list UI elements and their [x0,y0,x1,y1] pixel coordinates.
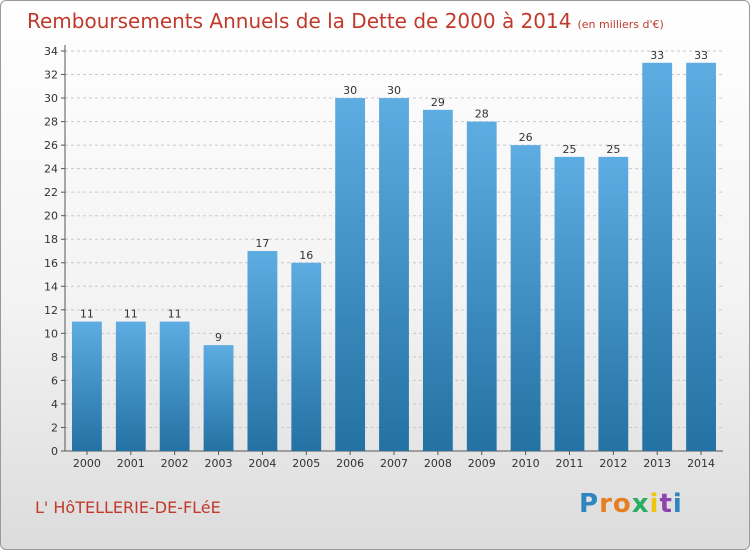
y-tick-label: 10 [44,327,58,340]
y-tick-label: 32 [44,69,58,82]
logo-letter: i [649,489,660,519]
bar [598,156,629,451]
y-tick-label: 6 [51,374,58,387]
data-label: 33 [694,49,708,62]
bar [72,321,102,451]
x-tick-label: 2010 [512,457,540,470]
x-tick-label: 2012 [599,457,627,470]
chart-title-text: Remboursements Annuels de la Dette de 20… [27,9,572,33]
y-tick-label: 2 [51,421,58,434]
bar [247,251,278,451]
chart-title-unit: (en milliers d'€) [577,18,664,31]
data-label: 30 [387,84,401,97]
data-label: 25 [562,143,576,156]
chart-title: Remboursements Annuels de la Dette de 20… [27,9,664,33]
y-tick-label: 8 [51,351,58,364]
logo-letter: r [599,489,613,519]
y-tick-label: 12 [44,304,58,317]
proxiti-logo[interactable]: Proxiti [579,489,683,519]
x-tick-label: 2014 [687,457,715,470]
data-label: 11 [80,308,94,321]
x-tick-label: 2013 [643,457,671,470]
x-tick-label: 2001 [117,457,145,470]
bar [335,98,366,451]
y-tick-label: 24 [44,163,58,176]
bar [115,321,146,451]
data-label: 33 [650,49,664,62]
bar [422,109,453,451]
x-tick-label: 2006 [336,457,364,470]
x-tick-label: 2000 [73,457,101,470]
y-tick-label: 16 [44,257,58,270]
data-label: 25 [606,143,620,156]
logo-letter: x [631,489,650,519]
bar [554,156,585,451]
bars [72,62,716,452]
bar [642,62,673,451]
data-label: 9 [215,331,222,344]
bar [379,98,409,451]
data-label: 17 [255,237,269,250]
x-tick-label: 2011 [555,457,583,470]
y-tick-label: 22 [44,186,58,199]
x-tick-label: 2005 [292,457,320,470]
y-tick-label: 34 [44,45,58,58]
x-tick-label: 2002 [161,457,189,470]
y-tick-label: 0 [51,445,58,458]
logo-letter: o [612,489,632,519]
data-label: 11 [168,308,182,321]
y-tick-label: 20 [44,210,58,223]
x-tick-label: 2009 [468,457,496,470]
data-label: 29 [431,96,445,109]
y-tick-label: 28 [44,116,58,129]
bar [466,121,497,452]
data-label: 30 [343,84,357,97]
x-tick-label: 2007 [380,457,408,470]
y-tick-label: 4 [51,398,58,411]
y-tick-label: 14 [44,280,58,293]
labels: 0246810121416182022242628303234112000112… [44,45,715,470]
bar [686,62,716,451]
data-label: 11 [124,308,138,321]
commune-name: L' HôTELLERIE-DE-FLéE [35,498,221,517]
bar [510,145,541,451]
data-label: 16 [299,249,313,262]
logo-letter: t [659,489,673,519]
data-label: 28 [475,108,489,121]
x-tick-label: 2008 [424,457,452,470]
x-tick-label: 2004 [248,457,276,470]
y-tick-label: 30 [44,92,58,105]
bar [159,321,190,451]
x-tick-label: 2003 [205,457,233,470]
data-label: 26 [519,131,533,144]
logo-letter: i [672,489,683,519]
y-tick-label: 26 [44,139,58,152]
bar [203,345,234,451]
y-tick-label: 18 [44,233,58,246]
logo-letter: P [579,489,600,519]
bar [291,262,322,451]
